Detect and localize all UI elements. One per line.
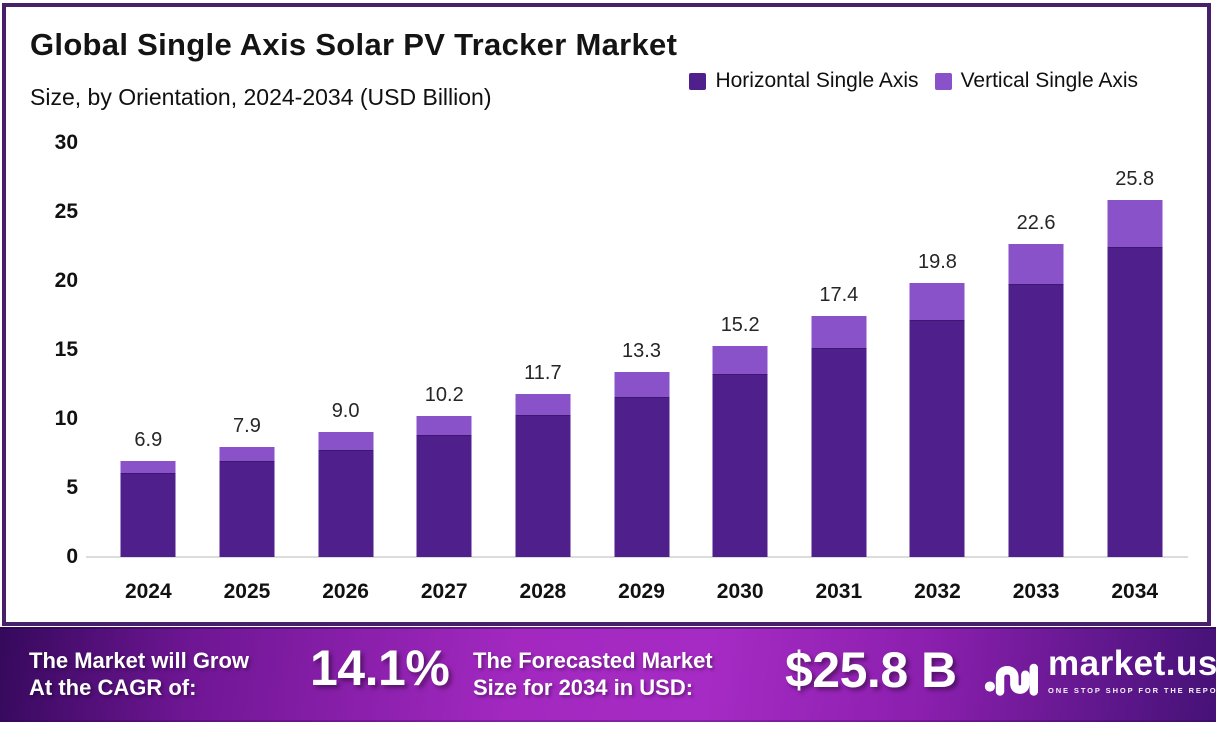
- x-tick-label-2025: 2025: [223, 580, 271, 603]
- bar-group-2033: 22.6 2033: [987, 143, 1086, 603]
- bar-total-label: 22.6: [1016, 212, 1056, 234]
- logo-tagline: ONE STOP SHOP FOR THE REPORTS: [1048, 686, 1216, 695]
- bar-segment-horizontal-single-axis: [1107, 247, 1163, 557]
- bar-stack-2027: [416, 416, 472, 557]
- bar-segment-vertical-single-axis: [1008, 244, 1064, 284]
- forecast-label-line2: Size for 2034 in USD:: [473, 675, 694, 700]
- bar-stack-2034: [1107, 200, 1163, 557]
- bar-segment-horizontal-single-axis: [120, 473, 176, 557]
- legend-swatch-vertical-icon: [934, 72, 952, 90]
- bar-group-2034: 25.8 2034: [1085, 143, 1184, 603]
- logo-text: market.us: [1048, 644, 1216, 683]
- bar-segment-horizontal-single-axis: [712, 374, 768, 557]
- bar-stack-2031: [811, 316, 867, 557]
- bar-segment-vertical-single-axis: [712, 346, 768, 374]
- y-tick-label-0: 0: [66, 545, 78, 568]
- forecast-label-line1: The Forecasted Market: [473, 648, 713, 673]
- marketus-logo: market.us ONE STOP SHOP FOR THE REPORTS: [984, 645, 1216, 697]
- bar-segment-horizontal-single-axis: [416, 435, 472, 557]
- chart-subtitle: Size, by Orientation, 2024-2034 (USD Bil…: [30, 84, 492, 110]
- bar-segment-horizontal-single-axis: [811, 348, 867, 557]
- x-tick-label-2029: 2029: [618, 580, 665, 603]
- bar-plot: 6.9 2024 7.9 2025 9.0 2026 10.2 2027 11.7 2028 13.…: [99, 143, 1184, 603]
- x-tick-label-2033: 2033: [1012, 580, 1060, 603]
- bar-group-2026: 9.0 2026: [296, 143, 395, 603]
- y-tick-label-20: 20: [54, 269, 78, 292]
- x-tick-label-2034: 2034: [1111, 580, 1159, 603]
- cagr-label: The Market will Grow At the CAGR of:: [29, 647, 249, 701]
- forecast-value: $25.8 B: [785, 642, 957, 698]
- y-tick-label-30: 30: [54, 131, 78, 154]
- bar-total-label: 6.9: [134, 429, 163, 451]
- bottom-banner: The Market will Grow At the CAGR of: 14.…: [0, 627, 1216, 722]
- legend-item-horizontal: Horizontal Single Axis: [689, 69, 919, 93]
- chart-title: Global Single Axis Solar PV Tracker Mark…: [30, 27, 678, 62]
- cagr-value: 14.1%: [310, 640, 450, 696]
- bar-stack-2025: [219, 447, 275, 557]
- bar-group-2025: 7.9 2025: [198, 143, 297, 603]
- bar-segment-vertical-single-axis: [416, 416, 472, 435]
- legend-swatch-horizontal-icon: [689, 72, 707, 90]
- bar-group-2029: 13.3 2029: [592, 143, 691, 603]
- bar-stack-2028: [515, 394, 571, 557]
- x-tick-label-2028: 2028: [519, 580, 567, 603]
- forecast-label: The Forecasted Market Size for 2034 in U…: [473, 647, 713, 701]
- bar-segment-horizontal-single-axis: [1008, 284, 1064, 557]
- bar-segment-vertical-single-axis: [219, 447, 275, 461]
- bar-stack-2029: [614, 372, 670, 557]
- x-tick-label-2024: 2024: [124, 580, 172, 603]
- legend-label-vertical: Vertical Single Axis: [960, 69, 1138, 92]
- x-tick-label-2031: 2031: [815, 580, 863, 603]
- bar-segment-horizontal-single-axis: [909, 320, 965, 557]
- bar-segment-vertical-single-axis: [318, 432, 374, 450]
- bar-group-2028: 11.7 2028: [494, 143, 593, 603]
- bar-stack-2032: [909, 283, 965, 557]
- x-tick-label-2027: 2027: [420, 580, 468, 603]
- bar-total-label: 25.8: [1115, 168, 1155, 190]
- bar-segment-vertical-single-axis: [1107, 200, 1163, 247]
- bar-group-2031: 17.4 2031: [789, 143, 888, 603]
- legend-item-vertical: Vertical Single Axis: [934, 69, 1138, 93]
- bar-segment-vertical-single-axis: [515, 394, 571, 415]
- bar-group-2027: 10.2 2027: [395, 143, 494, 603]
- bar-total-label: 15.2: [720, 314, 760, 336]
- x-tick-label-2032: 2032: [914, 580, 961, 603]
- bar-total-label: 13.3: [622, 340, 661, 362]
- bar-group-2030: 15.2 2030: [691, 143, 790, 603]
- bar-segment-vertical-single-axis: [909, 283, 965, 320]
- bar-total-label: 9.0: [331, 400, 360, 422]
- bar-group-2024: 6.9 2024: [99, 143, 198, 603]
- bar-total-label: 17.4: [819, 284, 859, 306]
- bar-segment-horizontal-single-axis: [515, 415, 571, 557]
- bar-segment-vertical-single-axis: [614, 372, 670, 397]
- bar-segment-horizontal-single-axis: [614, 397, 670, 557]
- marketus-logo-mark-icon: [984, 663, 1038, 696]
- y-tick-label-25: 25: [54, 200, 78, 223]
- x-tick-label-2026: 2026: [322, 580, 369, 603]
- legend-label-horizontal: Horizontal Single Axis: [715, 69, 919, 92]
- bar-segment-vertical-single-axis: [120, 461, 176, 473]
- bar-stack-2033: [1008, 244, 1064, 557]
- bar-total-label: 19.8: [917, 251, 957, 273]
- y-tick-label-10: 10: [54, 407, 78, 430]
- bar-segment-vertical-single-axis: [811, 316, 867, 348]
- bar-segment-horizontal-single-axis: [219, 461, 275, 557]
- bar-group-2032: 19.8 2032: [888, 143, 987, 603]
- cagr-label-line1: The Market will Grow: [29, 648, 250, 673]
- bar-total-label: 7.9: [233, 415, 261, 437]
- bar-total-label: 11.7: [524, 362, 562, 384]
- y-tick-label-15: 15: [54, 338, 78, 361]
- bar-stack-2030: [712, 346, 768, 557]
- x-tick-label-2030: 2030: [716, 580, 764, 603]
- y-tick-label-5: 5: [66, 476, 78, 499]
- bar-stack-2026: [318, 432, 374, 557]
- x-axis-line: [86, 556, 1188, 558]
- bar-stack-2024: [120, 461, 176, 557]
- bar-segment-horizontal-single-axis: [318, 450, 374, 557]
- bar-total-label: 10.2: [424, 384, 464, 406]
- legend: Horizontal Single Axis Vertical Single A…: [689, 69, 1138, 93]
- cagr-label-line2: At the CAGR of:: [29, 675, 197, 700]
